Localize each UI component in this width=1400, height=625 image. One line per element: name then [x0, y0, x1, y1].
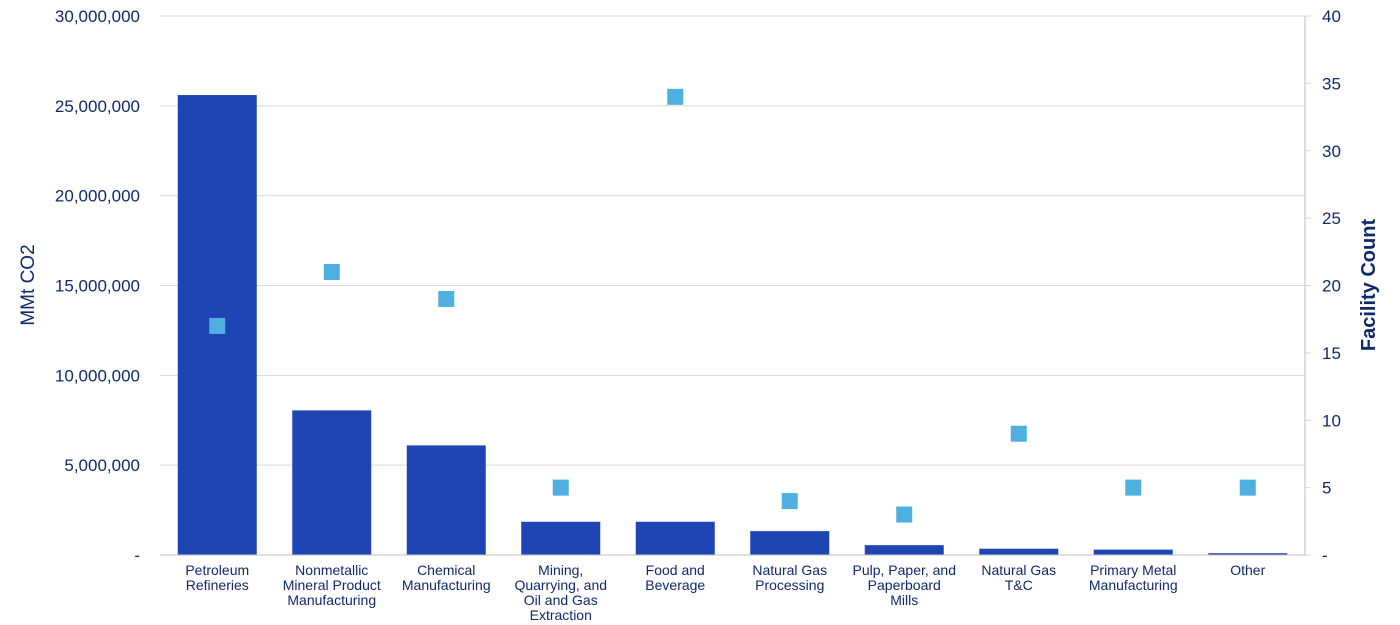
y2-tick-label: 15	[1322, 344, 1341, 363]
gridlines	[160, 15, 1305, 466]
x-category-label-line: T&C	[1005, 577, 1033, 593]
x-category-label-line: Manufacturing	[402, 577, 491, 593]
x-category-label: Mining, Quarrying, and Oil and Gas Extracti…	[514, 562, 607, 623]
bar	[750, 531, 830, 555]
y2-tick-label: 10	[1322, 411, 1341, 430]
labels: - 5,000,000 10,000,000 15,000,000 20,000,000…	[55, 7, 1341, 623]
bar-series	[177, 95, 1288, 555]
x-category-label-line: Oil and Gas	[524, 592, 598, 608]
facility-count-marker	[1010, 425, 1027, 442]
x-category-label-line: Manufacturing	[287, 592, 376, 608]
x-category-label-line: Manufacturing	[1089, 577, 1178, 593]
y-tick-label: 5,000,000	[64, 456, 140, 475]
x-category-label-line: Paperboard	[868, 577, 941, 593]
y-axis-label: MMt CO2	[18, 244, 39, 325]
x-category-label-line: Refineries	[186, 577, 249, 593]
bar	[406, 445, 486, 555]
facility-count-marker	[209, 317, 226, 334]
x-category-label-line: Food and	[646, 562, 705, 578]
bar	[635, 521, 715, 555]
y2-tick-label: -	[1322, 546, 1328, 565]
axes	[160, 15, 1311, 556]
bar	[521, 521, 601, 555]
x-category-label: Other	[1230, 562, 1265, 578]
x-category-label: Nonmetallic Mineral Product Manufacturing	[283, 562, 381, 608]
y-tick-label: -	[134, 546, 140, 565]
x-category-label: Petroleum Refineries	[185, 562, 249, 593]
facility-count-markers	[209, 88, 1256, 523]
bar	[292, 410, 372, 555]
facility-count-marker	[896, 506, 913, 523]
x-category-label-line: Natural Gas	[752, 562, 827, 578]
x-category-label: Pulp, Paper, and Paperboard Mills	[852, 562, 956, 608]
x-category-label: Primary Metal Manufacturing	[1089, 562, 1178, 593]
facility-count-marker	[1239, 479, 1256, 496]
bar	[1208, 553, 1288, 555]
x-category-label-line: Mining,	[538, 562, 583, 578]
x-category-label-line: Primary Metal	[1090, 562, 1176, 578]
y-tick-label: 25,000,000	[55, 97, 140, 116]
x-category-label-line: Chemical	[417, 562, 475, 578]
facility-count-marker	[552, 479, 569, 496]
x-category-label-line: Petroleum	[185, 562, 249, 578]
y2-tick-label: 20	[1322, 277, 1341, 296]
x-category-label-line: Other	[1230, 562, 1265, 578]
x-category-label: Chemical Manufacturing	[402, 562, 491, 593]
bar	[1093, 549, 1173, 555]
facility-count-marker	[667, 88, 684, 105]
facility-count-marker	[1125, 479, 1142, 496]
bar	[979, 548, 1059, 555]
bar	[864, 545, 944, 555]
y2-tick-label: 5	[1322, 479, 1331, 498]
x-category-label-line: Nonmetallic	[295, 562, 368, 578]
y-tick-label: 10,000,000	[55, 366, 140, 385]
x-category-label: Natural Gas T&C	[981, 562, 1056, 593]
x-category-label-line: Beverage	[645, 577, 705, 593]
x-category-label-line: Quarrying, and	[514, 577, 607, 593]
y-tick-label: 15,000,000	[55, 277, 140, 296]
y-tick-label: 20,000,000	[55, 187, 140, 206]
y-tick-label: 30,000,000	[55, 7, 140, 26]
x-category-label-line: Mills	[890, 592, 918, 608]
y2-tick-label: 40	[1322, 7, 1341, 26]
y2-tick-label: 30	[1322, 142, 1341, 161]
facility-count-marker	[781, 493, 798, 510]
x-category-label-line: Natural Gas	[981, 562, 1056, 578]
y2-axis-label: Facility Count	[1358, 219, 1380, 352]
y2-tick-label: 35	[1322, 74, 1341, 93]
x-category-label: Natural Gas Processing	[752, 562, 827, 593]
x-category-label-line: Pulp, Paper, and	[852, 562, 956, 578]
x-category-label-line: Extraction	[530, 607, 592, 623]
facility-count-marker	[438, 290, 455, 307]
x-category-label-line: Processing	[755, 577, 824, 593]
y2-tick-label: 25	[1322, 209, 1341, 228]
x-category-label-line: Mineral Product	[283, 577, 381, 593]
x-category-label: Food and Beverage	[645, 562, 705, 593]
facility-count-marker	[323, 264, 340, 281]
